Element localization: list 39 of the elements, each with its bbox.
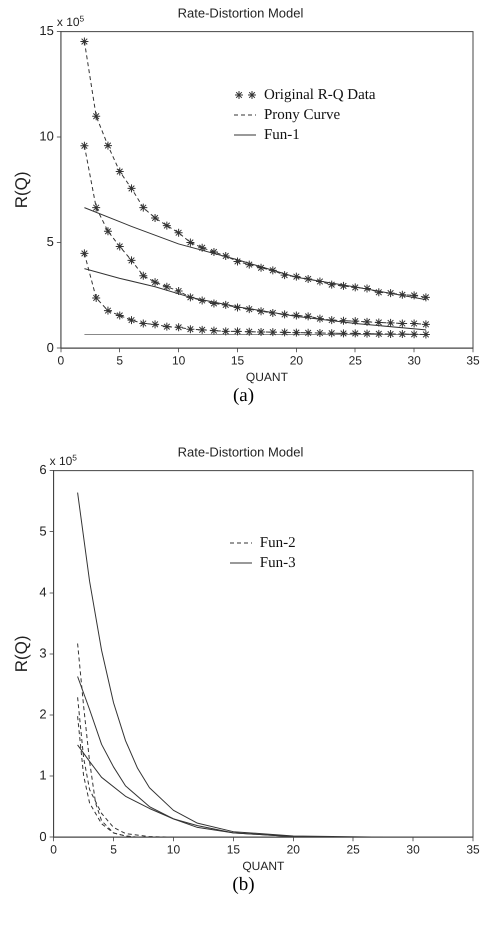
legend-label: Prony Curve xyxy=(264,106,340,126)
x-tick-label: 5 xyxy=(110,842,118,857)
x-tick-label: 35 xyxy=(466,354,480,368)
y-tick-label: 5 xyxy=(46,234,54,250)
x-tick-label: 10 xyxy=(172,354,186,368)
x-tick-label: 20 xyxy=(286,842,300,857)
x-tick-label: 25 xyxy=(348,354,362,368)
y-tick-label: 0 xyxy=(39,828,47,844)
y-tick-label: 15 xyxy=(39,23,54,38)
x-tick-label: 30 xyxy=(406,842,420,857)
y-tick-label: 2 xyxy=(39,706,47,722)
chart-title: Rate-Distortion Model xyxy=(178,5,304,20)
x-tick-label: 25 xyxy=(346,842,360,857)
text: (a) xyxy=(232,385,256,407)
x-axis-title: QUANT xyxy=(246,370,289,384)
x-axis-title: QUANT xyxy=(242,859,285,874)
x-tick-label: 15 xyxy=(226,842,240,857)
y-axis-title: R(Q) xyxy=(12,171,31,208)
y-tick-label: 4 xyxy=(39,584,47,600)
x-tick-label: 5 xyxy=(116,354,124,368)
text: (b) xyxy=(231,874,256,896)
x-tick-label: 10 xyxy=(166,842,180,857)
x-tick-label: 15 xyxy=(230,354,244,368)
y-axis-title: R(Q) xyxy=(12,635,31,672)
y-tick-label: 0 xyxy=(46,340,54,355)
x-tick-label: 0 xyxy=(58,354,65,368)
x-tick-label: 30 xyxy=(407,354,422,368)
legend-label: Fun-1 xyxy=(264,126,300,146)
x-tick-label: 35 xyxy=(466,842,480,857)
x-tick-label: 20 xyxy=(290,354,304,368)
legend-label: Fun-2 xyxy=(260,534,296,553)
y-tick-label: 5 xyxy=(39,523,47,538)
legend-label: Fun-3 xyxy=(260,554,296,573)
y-tick-label: 10 xyxy=(39,128,54,144)
legend-label: Original R-Q Data xyxy=(264,86,376,106)
chart-title: Rate-Distortion Model xyxy=(178,444,304,460)
y-tick-label: 6 xyxy=(39,462,47,478)
y-tick-label: 1 xyxy=(39,768,47,783)
y-tick-label: 3 xyxy=(39,645,47,660)
